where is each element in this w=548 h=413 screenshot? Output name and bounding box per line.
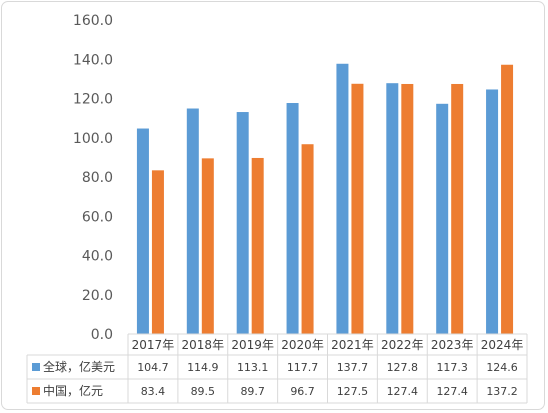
data-label: 137.2 [486,385,518,398]
data-label: 104.7 [137,361,169,374]
y-tick-label: 40.0 [82,249,113,265]
bar-global [136,128,149,334]
bar-global [486,89,499,334]
data-label: 127.4 [387,385,419,398]
bar-china [351,83,364,334]
data-label: 113.1 [237,361,269,374]
bar-global [436,103,449,334]
bar-global [236,112,249,334]
y-tick-label: 60.0 [82,209,113,225]
bar-china [501,64,514,335]
bar-china [451,83,464,334]
category-label: 2024年 [481,338,524,352]
bar-global [286,103,299,334]
data-label: 127.5 [337,385,369,398]
data-label: 89.5 [191,385,216,398]
legend-key [32,363,40,371]
bar-global [386,83,399,334]
data-label: 96.7 [290,385,315,398]
data-label: 127.8 [387,361,419,374]
legend-label: 中国，亿元 [43,383,103,398]
bar-china [251,157,264,334]
y-tick-label: 20.0 [82,288,113,304]
y-tick-label: 160.0 [73,13,113,29]
legend-label: 全球，亿美元 [43,359,115,374]
y-tick-label: 80.0 [82,170,113,186]
data-label: 117.7 [287,361,319,374]
category-label: 2022年 [381,338,424,352]
category-label: 2017年 [132,338,175,352]
category-label: 2020年 [281,338,324,352]
bar-china [401,83,414,334]
category-label: 2021年 [331,338,374,352]
bar-china [301,144,314,334]
category-label: 2019年 [231,338,274,352]
y-tick-label: 140.0 [73,52,113,68]
y-tick-label: 100.0 [73,131,113,147]
legend-key [32,387,40,395]
data-label: 114.9 [187,361,219,374]
bar-global [336,63,349,335]
y-tick-label: 0.0 [91,327,113,343]
data-label: 137.7 [337,361,369,374]
bar-global [186,108,199,334]
data-label: 127.4 [436,385,468,398]
data-label: 83.4 [141,385,166,398]
category-label: 2023年 [431,338,474,352]
bar-china [151,170,164,334]
data-label: 117.3 [436,361,468,374]
y-tick-label: 120.0 [73,92,113,108]
bar-china [201,158,214,334]
data-label: 89.7 [240,385,265,398]
category-label: 2018年 [182,338,225,352]
data-label: 124.6 [486,361,518,374]
